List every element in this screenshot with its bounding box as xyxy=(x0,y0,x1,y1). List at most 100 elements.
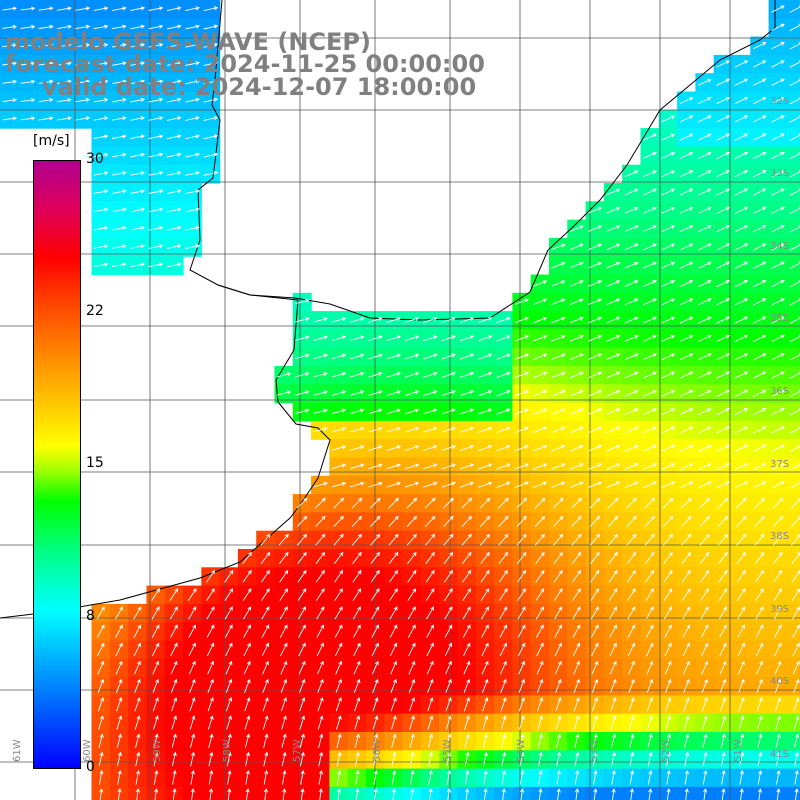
wind-arrow xyxy=(189,678,196,693)
wind-arrow xyxy=(482,696,489,712)
wind-cell xyxy=(786,128,800,147)
wind-arrow xyxy=(734,279,749,288)
wind-arrow xyxy=(185,244,200,249)
wind-arrow xyxy=(679,206,694,214)
wind-arrow xyxy=(185,189,200,195)
wind-arrow xyxy=(404,371,420,378)
wind-arrow xyxy=(260,533,271,546)
wind-arrow xyxy=(316,606,325,620)
wind-arrow xyxy=(535,551,545,564)
wind-arrow xyxy=(752,279,767,288)
wind-arrow xyxy=(368,408,383,415)
wind-arrow xyxy=(663,533,674,546)
wind-arrow xyxy=(317,715,324,730)
wind-arrow xyxy=(425,533,436,546)
wind-arrow xyxy=(588,426,603,434)
wind-arrow xyxy=(226,751,232,767)
wind-arrow xyxy=(737,642,745,657)
wind-arrow xyxy=(185,116,200,121)
wind-arrow xyxy=(738,733,745,749)
wind-arrow xyxy=(754,497,766,509)
wind-arrow xyxy=(281,715,287,730)
wind-arrow xyxy=(498,533,509,546)
wind-cell xyxy=(786,91,800,111)
wind-arrow xyxy=(517,606,526,620)
wind-arrow xyxy=(75,79,91,84)
wind-arrow xyxy=(2,43,18,48)
wind-arrow xyxy=(498,515,509,528)
wind-cell xyxy=(786,164,800,184)
wind-arrow xyxy=(752,371,767,379)
wind-arrow xyxy=(533,316,548,324)
wind-arrow xyxy=(519,751,525,767)
wind-arrow xyxy=(590,551,600,564)
wind-arrow xyxy=(719,678,727,693)
wind-arrow xyxy=(698,261,712,269)
wind-arrow xyxy=(278,533,289,546)
wind-arrow xyxy=(130,24,146,30)
wind-arrow xyxy=(716,188,731,196)
wind-cell xyxy=(786,622,800,642)
wind-arrow xyxy=(148,97,164,103)
wind-arrow xyxy=(313,372,328,378)
coastline-south xyxy=(0,284,331,619)
wind-arrow xyxy=(569,389,584,397)
wind-arrow xyxy=(135,733,141,749)
wind-arrow xyxy=(698,389,712,397)
wind-cell xyxy=(786,512,800,532)
wind-cell xyxy=(786,292,800,312)
wind-arrow xyxy=(736,569,746,583)
longitude-label: 56W xyxy=(372,739,383,762)
wind-arrow xyxy=(752,206,767,215)
wind-arrow xyxy=(734,188,749,196)
wind-arrow xyxy=(336,769,342,785)
wind-arrow xyxy=(112,244,127,249)
wind-arrow xyxy=(443,533,454,546)
wind-arrow xyxy=(682,606,691,620)
wind-arrow xyxy=(556,769,561,785)
wind-arrow xyxy=(533,353,548,360)
wind-arrow xyxy=(572,569,582,583)
wind-arrow xyxy=(643,463,657,470)
wind-arrow xyxy=(20,6,36,11)
wind-arrow xyxy=(373,769,378,785)
wind-arrow xyxy=(225,642,233,657)
wind-arrow xyxy=(569,463,584,470)
wind-arrow xyxy=(698,133,712,141)
colorbar xyxy=(33,160,81,769)
wind-arrow xyxy=(130,79,146,85)
wind-arrow xyxy=(698,334,712,342)
wind-arrow xyxy=(96,624,105,638)
wind-arrow xyxy=(738,696,745,712)
wind-arrow xyxy=(643,243,657,251)
wind-arrow xyxy=(244,733,251,749)
wind-arrow xyxy=(245,751,250,767)
wind-arrow xyxy=(464,769,470,785)
wind-arrow xyxy=(752,481,767,489)
wind-arrow xyxy=(681,569,691,583)
wind-arrow xyxy=(498,569,508,583)
wind-arrow xyxy=(295,408,310,415)
wind-arrow xyxy=(166,207,182,213)
wind-arrow xyxy=(588,371,603,379)
wind-arrow xyxy=(752,151,767,160)
wind-arrow xyxy=(592,751,598,767)
wind-cell xyxy=(786,658,800,678)
wind-arrow xyxy=(719,624,727,638)
wind-arrow xyxy=(500,715,507,730)
wind-arrow xyxy=(112,225,127,231)
wind-arrow xyxy=(643,426,657,434)
wind-arrow xyxy=(459,463,475,470)
wind-arrow xyxy=(445,678,452,693)
wind-arrow xyxy=(20,116,36,121)
wind-arrow xyxy=(538,788,543,800)
wind-arrow xyxy=(663,551,673,564)
wind-arrow xyxy=(372,715,379,730)
wind-arrow xyxy=(756,696,763,712)
wind-arrow xyxy=(499,624,508,638)
wind-arrow xyxy=(93,225,109,231)
wind-arrow xyxy=(243,660,251,675)
wind-arrow xyxy=(368,481,383,488)
wind-arrow xyxy=(386,335,401,342)
wind-arrow xyxy=(516,533,527,546)
